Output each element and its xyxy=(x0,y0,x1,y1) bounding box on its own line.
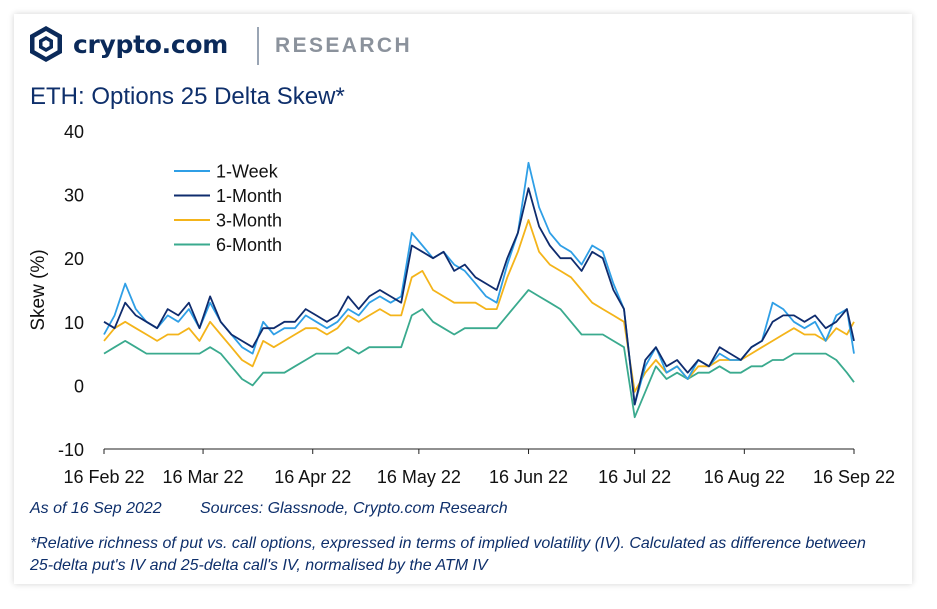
legend-label: 3-Month xyxy=(216,211,282,231)
x-axis: 16 Feb 22 16 Mar 22 16 Apr 22 16 May 22 16 J… xyxy=(63,448,895,487)
crypto-com-lion-shield-icon xyxy=(30,26,62,62)
sources: Sources: Glassnode, Crypto.com Research xyxy=(200,500,508,517)
brand-name: crypto.com xyxy=(73,29,229,59)
y-axis: -10 0 10 20 30 40 xyxy=(58,122,84,460)
legend: 1-Week 1-Month 3-Month 6-Month xyxy=(174,162,282,255)
x-tick-label: 16 May 22 xyxy=(377,467,461,487)
y-tick-label: 10 xyxy=(64,313,84,333)
x-tick-label: 16 Sep 22 xyxy=(813,467,895,487)
chart-title: ETH: Options 25 Delta Skew* xyxy=(30,83,345,110)
series-line-1-month xyxy=(103,187,855,406)
x-tick-label: 16 Jun 22 xyxy=(489,467,568,487)
y-tick-label: 30 xyxy=(64,186,84,206)
footnote: *Relative richness of put vs. call optio… xyxy=(30,535,866,574)
legend-label: 1-Week xyxy=(216,162,279,182)
y-tick-label: 20 xyxy=(64,249,84,269)
x-tick-label: 16 Feb 22 xyxy=(63,467,144,487)
legend-label: 1-Month xyxy=(216,186,282,206)
y-tick-label: 40 xyxy=(64,122,84,142)
legend-label: 6-Month xyxy=(216,235,282,255)
y-tick-label: 0 xyxy=(74,376,84,396)
y-axis-label: Skew (%) xyxy=(28,249,49,330)
x-tick-label: 16 Mar 22 xyxy=(163,467,244,487)
brand: crypto.com xyxy=(28,24,228,64)
section-label: RESEARCH xyxy=(275,34,413,57)
header-divider xyxy=(257,27,259,65)
chart-card xyxy=(14,14,912,584)
series-lines xyxy=(103,161,855,419)
x-tick-label: 16 Jul 22 xyxy=(598,467,671,487)
series-line-6-month xyxy=(103,289,855,419)
x-tick-label: 16 Apr 22 xyxy=(274,467,351,487)
as-of-date: As of 16 Sep 2022 xyxy=(30,500,162,517)
y-tick-label: -10 xyxy=(58,440,84,460)
x-tick-label: 16 Aug 22 xyxy=(704,467,785,487)
